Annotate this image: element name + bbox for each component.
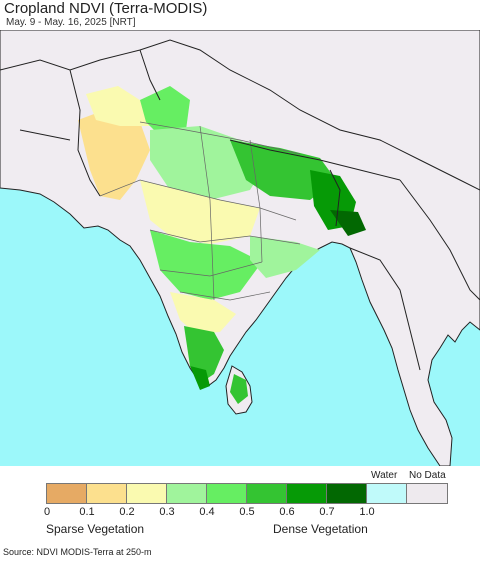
legend-swatch bbox=[327, 484, 367, 503]
legend-swatch bbox=[287, 484, 327, 503]
map-subtitle: May. 9 - May. 16, 2025 [NRT] bbox=[6, 17, 136, 28]
admin-borders bbox=[99, 121, 301, 301]
legend-swatch bbox=[207, 484, 247, 503]
legend-tick-label: 0 bbox=[43, 506, 51, 518]
legend-tick-label: 0.7 bbox=[319, 506, 335, 518]
legend-swatch bbox=[127, 484, 167, 503]
legend-swatch bbox=[367, 484, 407, 503]
legend-water-label: Water bbox=[371, 470, 398, 481]
legend-tick-label: 0.1 bbox=[79, 506, 95, 518]
legend-tick-label: 0.2 bbox=[119, 506, 135, 518]
legend-tick-label: 0.3 bbox=[159, 506, 175, 518]
map-title: Cropland NDVI (Terra-MODIS) bbox=[4, 0, 208, 17]
legend-sparse-label: Sparse Vegetation bbox=[46, 522, 145, 536]
legend-tick-label: 0.5 bbox=[239, 506, 255, 518]
legend-swatch bbox=[87, 484, 127, 503]
legend-colorbar bbox=[46, 483, 448, 504]
legend-tick-label: 0.4 bbox=[199, 506, 215, 518]
legend-tick-label: 0.6 bbox=[279, 506, 295, 518]
legend-swatch bbox=[407, 484, 447, 503]
country-borders bbox=[0, 39, 480, 371]
ndvi-patches bbox=[78, 86, 366, 404]
legend-ticks: 0 0.1 0.2 0.3 0.4 0.5 0.6 0.7 1.0 bbox=[0, 506, 480, 520]
legend-swatch bbox=[247, 484, 287, 503]
legend-swatch bbox=[47, 484, 87, 503]
ndvi-map bbox=[0, 30, 480, 466]
legend-extra-labels: Water No Data bbox=[0, 470, 480, 482]
source-note: Source: NDVI MODIS-Terra at 250-m bbox=[3, 547, 152, 557]
legend-swatch bbox=[167, 484, 207, 503]
legend-tick-label: 1.0 bbox=[359, 506, 375, 518]
legend-nodata-label: No Data bbox=[409, 470, 446, 481]
legend-dense-label: Dense Vegetation bbox=[273, 522, 368, 536]
